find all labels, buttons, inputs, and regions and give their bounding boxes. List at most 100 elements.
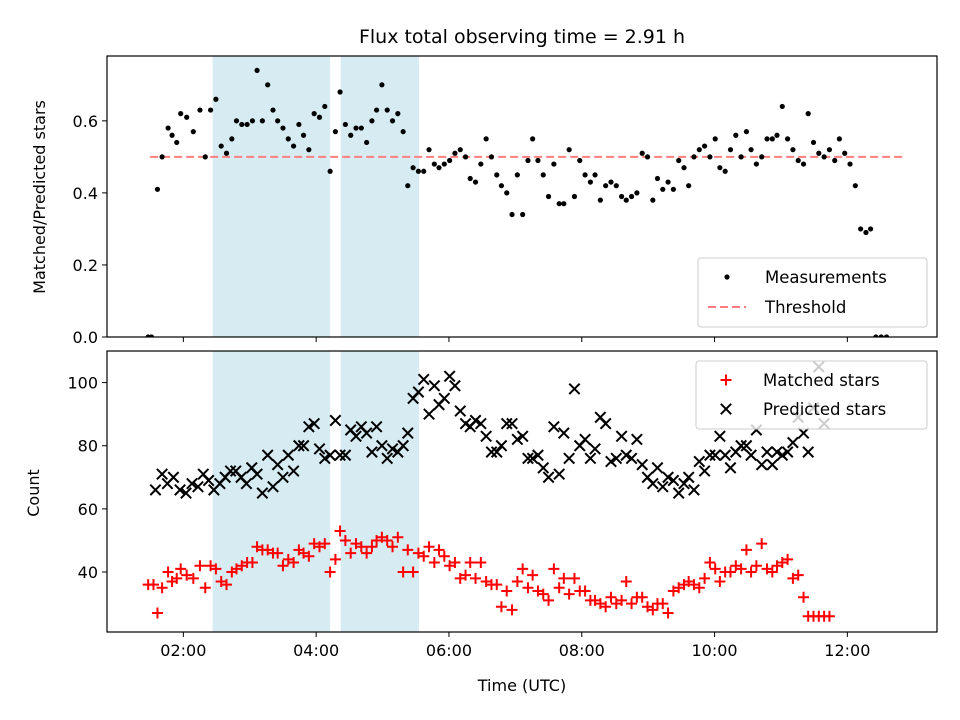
predicted-point — [428, 379, 441, 392]
matched-point — [792, 569, 804, 581]
measurement-point — [174, 139, 180, 146]
predicted-point — [630, 433, 643, 446]
predicted-point — [704, 449, 716, 462]
predicted-point — [292, 439, 305, 452]
measurement-point — [628, 193, 635, 200]
matched-point — [319, 538, 331, 550]
predicted-point — [781, 446, 794, 458]
matched-point — [324, 566, 336, 578]
predicted-point — [511, 433, 524, 446]
predicted-point — [287, 465, 300, 477]
matched-point — [355, 541, 367, 553]
matched-point — [553, 582, 565, 594]
measurement-point — [893, 0, 898, 3]
chart-title: Flux total observing time = 2.91 h — [359, 26, 685, 48]
measurement-point — [472, 179, 479, 185]
measurement-point — [592, 172, 598, 178]
measurement-point — [878, 334, 884, 337]
matched-point — [433, 544, 445, 556]
predicted-point — [557, 427, 570, 439]
predicted-point — [174, 484, 186, 496]
measurement-point — [540, 172, 546, 178]
matched-point — [171, 572, 183, 584]
measurement-point — [300, 132, 307, 138]
measurement-point — [148, 334, 155, 337]
measurement-point — [623, 197, 629, 203]
matched-point — [438, 550, 450, 562]
predicted-point — [568, 382, 581, 395]
measurement-point — [903, 0, 908, 3]
x-tick-label: 02:00 — [160, 641, 206, 660]
matched-point — [470, 572, 482, 584]
measurement-point — [722, 168, 728, 174]
predicted-point — [474, 417, 487, 430]
measurement-point — [535, 157, 541, 164]
measurement-point — [249, 118, 256, 124]
bottom-y-tick-label: 40 — [78, 563, 98, 582]
measurement-point — [790, 147, 796, 153]
predicted-point — [417, 373, 430, 386]
predicted-point — [500, 417, 513, 430]
bottom-highlight-span — [340, 351, 420, 632]
predicted-point — [605, 455, 617, 468]
matched-point — [428, 557, 440, 569]
measurement-point — [852, 183, 858, 189]
legend-label-measurements: Measurements — [765, 268, 887, 287]
measurement-point — [509, 211, 515, 218]
predicted-point — [755, 458, 768, 471]
measurement-point — [223, 150, 230, 156]
predicted-point — [192, 480, 204, 493]
bottom-axes-frame — [106, 350, 938, 633]
predicted-point — [308, 417, 321, 430]
measurement-point — [821, 154, 827, 160]
measurement-point — [244, 121, 250, 128]
predicted-point — [324, 449, 337, 462]
top-y-tick-label: 0.2 — [73, 256, 98, 275]
measurement-point — [556, 201, 562, 207]
matched-point — [709, 563, 721, 575]
measurement-point — [665, 179, 671, 185]
predicted-point — [802, 446, 815, 458]
predicted-point — [787, 436, 799, 449]
predicted-point — [202, 474, 215, 487]
measurement-point — [889, 0, 894, 3]
measurement-point — [159, 154, 165, 160]
measurement-point — [603, 183, 609, 189]
matched-point — [334, 525, 346, 537]
measurement-point — [670, 186, 676, 192]
measurement-point — [660, 186, 666, 192]
measurement-point — [405, 183, 411, 189]
predicted-point — [553, 468, 566, 481]
matched-point — [495, 601, 507, 613]
top-legend: Measurements Threshold — [697, 257, 928, 328]
measurement-point — [462, 154, 469, 160]
measurement-point — [441, 161, 447, 167]
matched-point — [527, 569, 539, 581]
matched-point — [501, 585, 513, 597]
predicted-point — [761, 446, 773, 458]
matched-point — [151, 607, 163, 619]
bottom-legend-box — [695, 360, 928, 430]
measurement-point — [353, 125, 359, 131]
predicted-point — [186, 477, 198, 490]
matched-point — [636, 591, 648, 603]
measurement-point — [733, 132, 739, 138]
legend-label-predicted: Predicted stars — [763, 400, 886, 419]
measurement-point — [379, 82, 385, 88]
predicted-point — [797, 427, 810, 439]
measurement-point — [597, 197, 603, 203]
predicted-point — [610, 452, 623, 465]
measurement-point — [898, 0, 903, 3]
predicted-point — [766, 458, 779, 471]
measurement-point — [644, 154, 651, 160]
matched-point — [745, 566, 757, 578]
predicted-point — [526, 452, 539, 465]
measurement-point — [654, 175, 661, 182]
measurement-point — [384, 107, 390, 113]
predicted-point — [469, 414, 482, 427]
measurement-point — [207, 107, 214, 113]
top-y-tick-label: 0.4 — [73, 184, 98, 203]
predicted-point — [454, 405, 467, 417]
measurement-point — [832, 157, 838, 164]
predicted-point — [563, 452, 576, 465]
